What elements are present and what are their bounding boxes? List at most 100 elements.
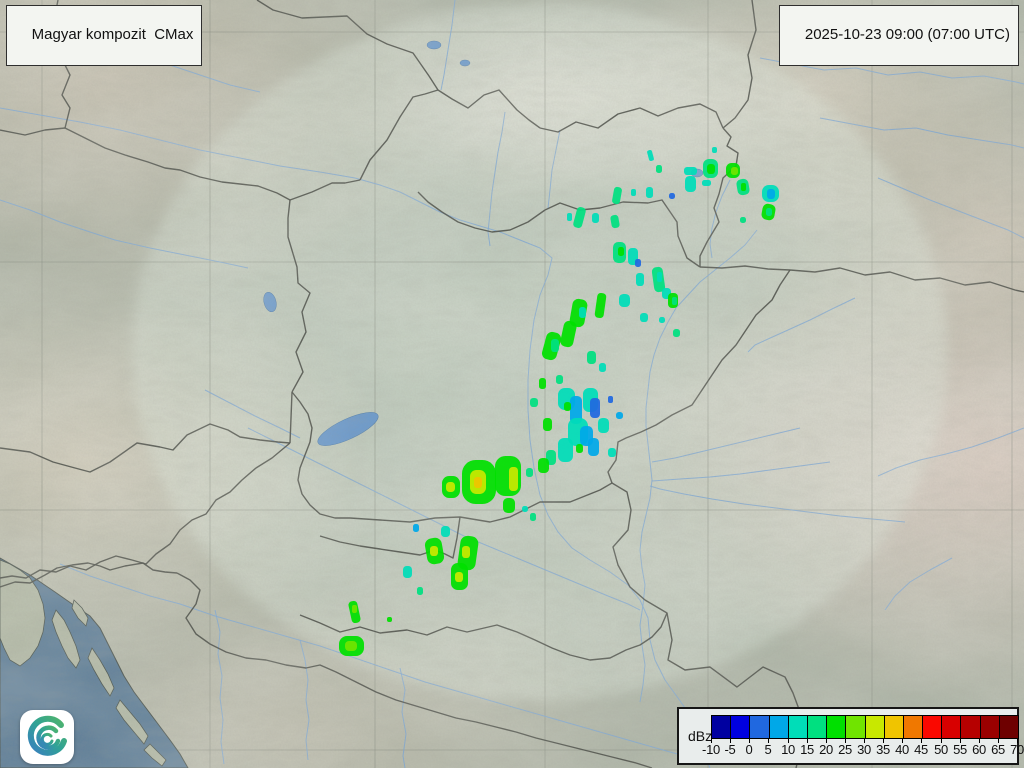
radar-echo — [659, 317, 665, 323]
legend-color-cell — [941, 716, 961, 738]
legend-ticks: -10 -5 0 5 10 15 20 25 30 35 40 45 50 55 60 65 70 — [702, 738, 1024, 762]
legend-tick-label: 65 — [991, 742, 1005, 757]
radar-echo — [640, 313, 648, 322]
radar-echo — [530, 398, 538, 407]
radar-echo — [588, 438, 599, 456]
radar-echo — [551, 339, 559, 352]
radar-echo — [612, 186, 622, 205]
legend-color-cell — [806, 716, 827, 738]
timestamp-box: 2025-10-23 09:00 (07:00 UTC) — [779, 5, 1019, 66]
radar-echo — [702, 180, 711, 186]
radar-echo — [669, 193, 675, 199]
legend-tick — [864, 738, 865, 743]
radar-echo — [538, 458, 549, 473]
legend-color-cell — [712, 716, 731, 738]
radar-echo — [567, 213, 572, 221]
radar-echo — [594, 292, 607, 319]
radar-echo — [767, 189, 775, 199]
legend-tick-label: 50 — [934, 742, 948, 757]
legend-color-cell — [864, 716, 884, 738]
legend-color-cell — [787, 716, 807, 738]
radar-echo — [608, 396, 613, 403]
radar-echo — [712, 147, 717, 153]
radar-echo — [570, 396, 582, 424]
radar-echo — [455, 572, 463, 582]
legend-tick — [730, 738, 731, 743]
radar-echo — [352, 605, 357, 613]
legend-tick — [826, 738, 827, 743]
legend-color-cell — [749, 716, 769, 738]
radar-echo — [403, 566, 412, 578]
legend-tick-label: 5 — [764, 742, 772, 757]
legend-tick — [902, 738, 903, 743]
radar-echo — [599, 363, 606, 372]
radar-echo — [587, 351, 596, 364]
radar-echo — [530, 513, 536, 521]
radar-echo — [539, 378, 546, 389]
product-title-box: Magyar kompozit CMax — [6, 5, 203, 66]
legend-color-cell — [998, 716, 1018, 738]
radar-echo — [618, 247, 624, 256]
radar-echo — [446, 482, 455, 492]
product-title: Magyar kompozit CMax — [31, 26, 194, 43]
radar-echo — [579, 307, 586, 318]
legend-tick-label: 55 — [953, 742, 967, 757]
radar-echo — [558, 438, 573, 462]
hungaromet-swirl-icon — [27, 715, 67, 756]
radar-echo — [462, 546, 470, 558]
legend-tick — [960, 738, 961, 743]
radar-echo — [556, 375, 563, 384]
radar-echo — [592, 213, 599, 223]
legend-tick-label: 20 — [819, 742, 833, 757]
radar-echo — [707, 164, 715, 174]
legend-color-cell — [979, 716, 999, 738]
legend-unit-label: dBz — [688, 728, 713, 744]
legend-tick — [845, 738, 846, 743]
timestamp: 2025-10-23 09:00 (07:00 UTC) — [804, 26, 1010, 43]
radar-echo — [526, 468, 533, 477]
legend-tick-label: -10 — [702, 742, 720, 757]
legend-tick-label: 40 — [895, 742, 909, 757]
radar-echo — [635, 259, 641, 267]
radar-echoes — [339, 147, 779, 656]
radar-echo — [387, 617, 392, 622]
legend-color-cell — [845, 716, 865, 738]
radar-echo — [564, 402, 571, 411]
legend-color-cell — [826, 716, 846, 738]
radar-echo — [560, 320, 577, 348]
radar-echo — [766, 208, 772, 216]
radar-echo — [656, 165, 662, 173]
radar-echo — [598, 418, 609, 433]
legend-tick-label: 70 — [1010, 742, 1024, 757]
legend-tick-label: 30 — [857, 742, 871, 757]
radar-echo — [345, 641, 357, 651]
hungaromet-logo — [20, 710, 74, 764]
radar-echo — [741, 183, 746, 191]
radar-echo — [441, 526, 450, 537]
radar-echo — [684, 167, 697, 175]
radar-echo — [610, 214, 620, 229]
radar-echo — [685, 176, 696, 192]
legend-color-cell — [960, 716, 980, 738]
legend-tick-label: 45 — [914, 742, 928, 757]
radar-echo — [636, 273, 644, 286]
legend-tick — [749, 738, 750, 743]
radar-echo — [657, 272, 662, 282]
radar-echo — [740, 217, 746, 223]
radar-echo — [731, 167, 738, 175]
legend-tick-label: 25 — [838, 742, 852, 757]
legend-tick — [768, 738, 769, 743]
radar-echo — [569, 298, 588, 328]
radar-echo — [672, 297, 677, 305]
legend-tick — [1017, 738, 1018, 743]
radar-echo — [474, 477, 482, 488]
legend-color-cell — [768, 716, 788, 738]
legend-color-cell — [902, 716, 923, 738]
legend-tick — [711, 738, 712, 743]
radar-echo — [616, 412, 623, 419]
legend-color-cell — [883, 716, 903, 738]
legend-color-cell — [730, 716, 750, 738]
